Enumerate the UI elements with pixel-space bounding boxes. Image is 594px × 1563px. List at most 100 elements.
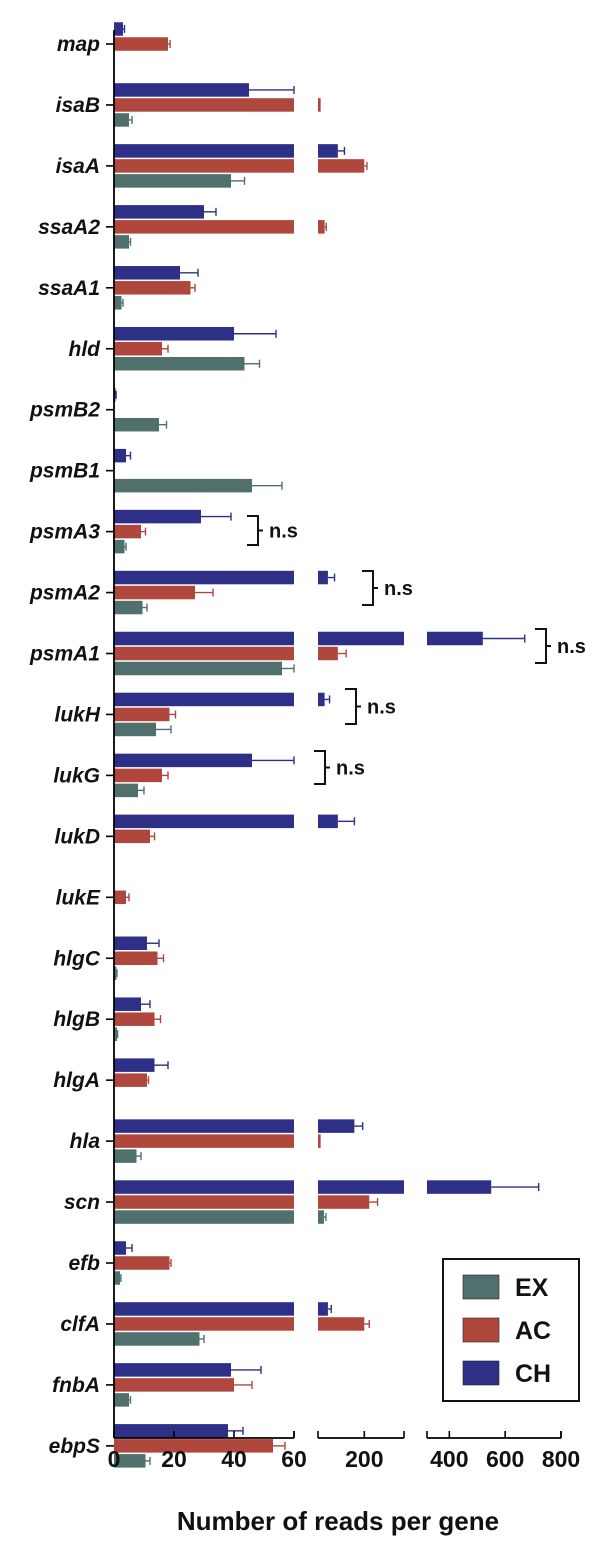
bar-ch-psmA2-part2 (318, 570, 328, 585)
bar-ac-hlgA (114, 1073, 147, 1087)
bar-ch-hlgB (114, 997, 141, 1011)
legend-label-ch: CH (515, 1360, 551, 1388)
bar-ac-isaB-part2 (318, 98, 321, 112)
significance-label-4: n.s (367, 697, 396, 719)
category-label-fnbA: fnbA (52, 1374, 100, 1397)
bar-ch-lukG (114, 753, 252, 768)
bar-ch-psmA1-part2 (318, 631, 404, 646)
bar-ex-isaA (114, 174, 231, 188)
bar-ex-psmB1 (114, 478, 252, 493)
category-label-efb: efb (69, 1252, 101, 1275)
bar-ch-ssaA2 (114, 205, 204, 219)
bar-ex-hlgB (114, 1027, 117, 1041)
category-label-isaB: isaB (56, 94, 100, 117)
category-label-hlgB: hlgB (53, 1008, 100, 1031)
bar-ac-efb (114, 1256, 170, 1270)
bar-ch-lukH (114, 692, 294, 707)
bar-ac-psmA3 (114, 524, 141, 539)
bar-ch-psmA3 (114, 509, 201, 524)
bar-ac-lukE (114, 890, 126, 905)
bar-ac-ebpS (114, 1439, 273, 1453)
category-label-scn: scn (64, 1191, 100, 1214)
bar-ex-hld (114, 357, 245, 371)
bar-ac-fnbA (114, 1378, 234, 1392)
category-label-lukD: lukD (54, 825, 100, 848)
bar-ac-isaB (114, 98, 294, 112)
bar-ac-lukG (114, 768, 162, 783)
bar-ac-hla (114, 1134, 294, 1148)
bar-ch-lukH-part2 (318, 692, 325, 707)
category-label-ebpS: ebpS (49, 1435, 100, 1458)
bar-ch-hla-part2 (318, 1119, 355, 1133)
significance-bracket-5 (314, 750, 330, 785)
significance-bracket-3 (535, 628, 551, 664)
bar-ch-psmA1-part3 (427, 631, 483, 646)
bar-ac-isaA (114, 159, 294, 173)
category-label-lukH: lukH (54, 703, 100, 726)
bar-ex-lukH (114, 722, 156, 737)
legend-swatch-ch (462, 1360, 500, 1386)
category-label-lukE: lukE (56, 886, 101, 909)
bar-ac-hld (114, 342, 162, 356)
bar-ch-hlgC (114, 936, 147, 950)
x-tick-label-20: 20 (161, 1446, 187, 1472)
category-label-hld: hld (69, 338, 102, 361)
category-label-isaA: isaA (56, 155, 100, 178)
category-label-psmB1: psmB1 (29, 460, 100, 483)
bar-ex-ebpS (114, 1454, 146, 1468)
bar-ch-psmB1 (114, 448, 126, 463)
bar-ch-scn (114, 1180, 294, 1194)
bar-ac-scn-part2 (318, 1195, 370, 1209)
bar-ac-hla-part2 (318, 1134, 321, 1148)
bar-ac-clfA (114, 1317, 294, 1331)
bar-ac-lukH (114, 707, 170, 722)
legend-label-ex: EX (515, 1274, 549, 1302)
bar-ex-scn (114, 1210, 294, 1224)
bar-ch-clfA-part2 (318, 1302, 328, 1316)
x-tick-label-40: 40 (221, 1446, 247, 1472)
bar-ex-psmA3 (114, 539, 125, 554)
bar-ex-fnbA (114, 1393, 129, 1407)
bar-ac-isaA-part2 (318, 159, 365, 173)
bar-ch-lukD (114, 814, 294, 829)
bar-ex-ssaA1 (114, 296, 122, 310)
bar-ch-isaA (114, 144, 294, 158)
category-label-hla: hla (70, 1130, 101, 1153)
category-label-hlgA: hlgA (53, 1069, 100, 1092)
significance-label-3: n.s (557, 636, 586, 658)
significance-label-5: n.s (336, 758, 365, 780)
bar-ex-lukG (114, 783, 138, 798)
bar-ch-fnbA (114, 1363, 231, 1377)
category-label-psmA2: psmA2 (29, 582, 100, 605)
bar-ch-ssaA1 (114, 266, 180, 280)
bar-ac-scn (114, 1195, 294, 1209)
x-tick-label-600: 600 (486, 1446, 524, 1472)
category-label-psmA3: psmA3 (29, 521, 100, 544)
x-tick-label-0: 0 (108, 1446, 121, 1472)
bar-ex-clfA (114, 1332, 200, 1346)
bar-ac-ssaA1 (114, 281, 191, 295)
category-label-ssaA2: ssaA2 (38, 216, 100, 239)
bar-ch-isaB (114, 83, 249, 97)
category-label-ssaA1: ssaA1 (38, 277, 100, 300)
bar-ac-ssaA2 (114, 220, 294, 234)
bar-ac-hlgC (114, 951, 158, 965)
significance-label-1: n.s (269, 521, 298, 543)
legend-swatch-ac (462, 1317, 500, 1343)
significance-label-2: n.s (384, 578, 413, 600)
bar-ch-ebpS (114, 1424, 228, 1438)
category-label-clfA: clfA (60, 1313, 100, 1336)
significance-bracket-4 (345, 688, 361, 725)
bar-ch-scn-part2 (318, 1180, 404, 1194)
x-tick-label-200: 200 (345, 1446, 383, 1472)
x-axis-title: Number of reads per gene (177, 1506, 499, 1536)
bar-ch-lukD-part2 (318, 814, 338, 829)
bar-ac-hlgB (114, 1012, 155, 1026)
bar-ex-hlgC (114, 966, 117, 980)
bar-ch-scn-part3 (427, 1180, 492, 1194)
category-label-psmA1: psmA1 (29, 643, 100, 666)
bar-ac-psmA2 (114, 585, 195, 600)
category-label-psmB2: psmB2 (29, 399, 100, 422)
x-tick-label-800: 800 (542, 1446, 580, 1472)
